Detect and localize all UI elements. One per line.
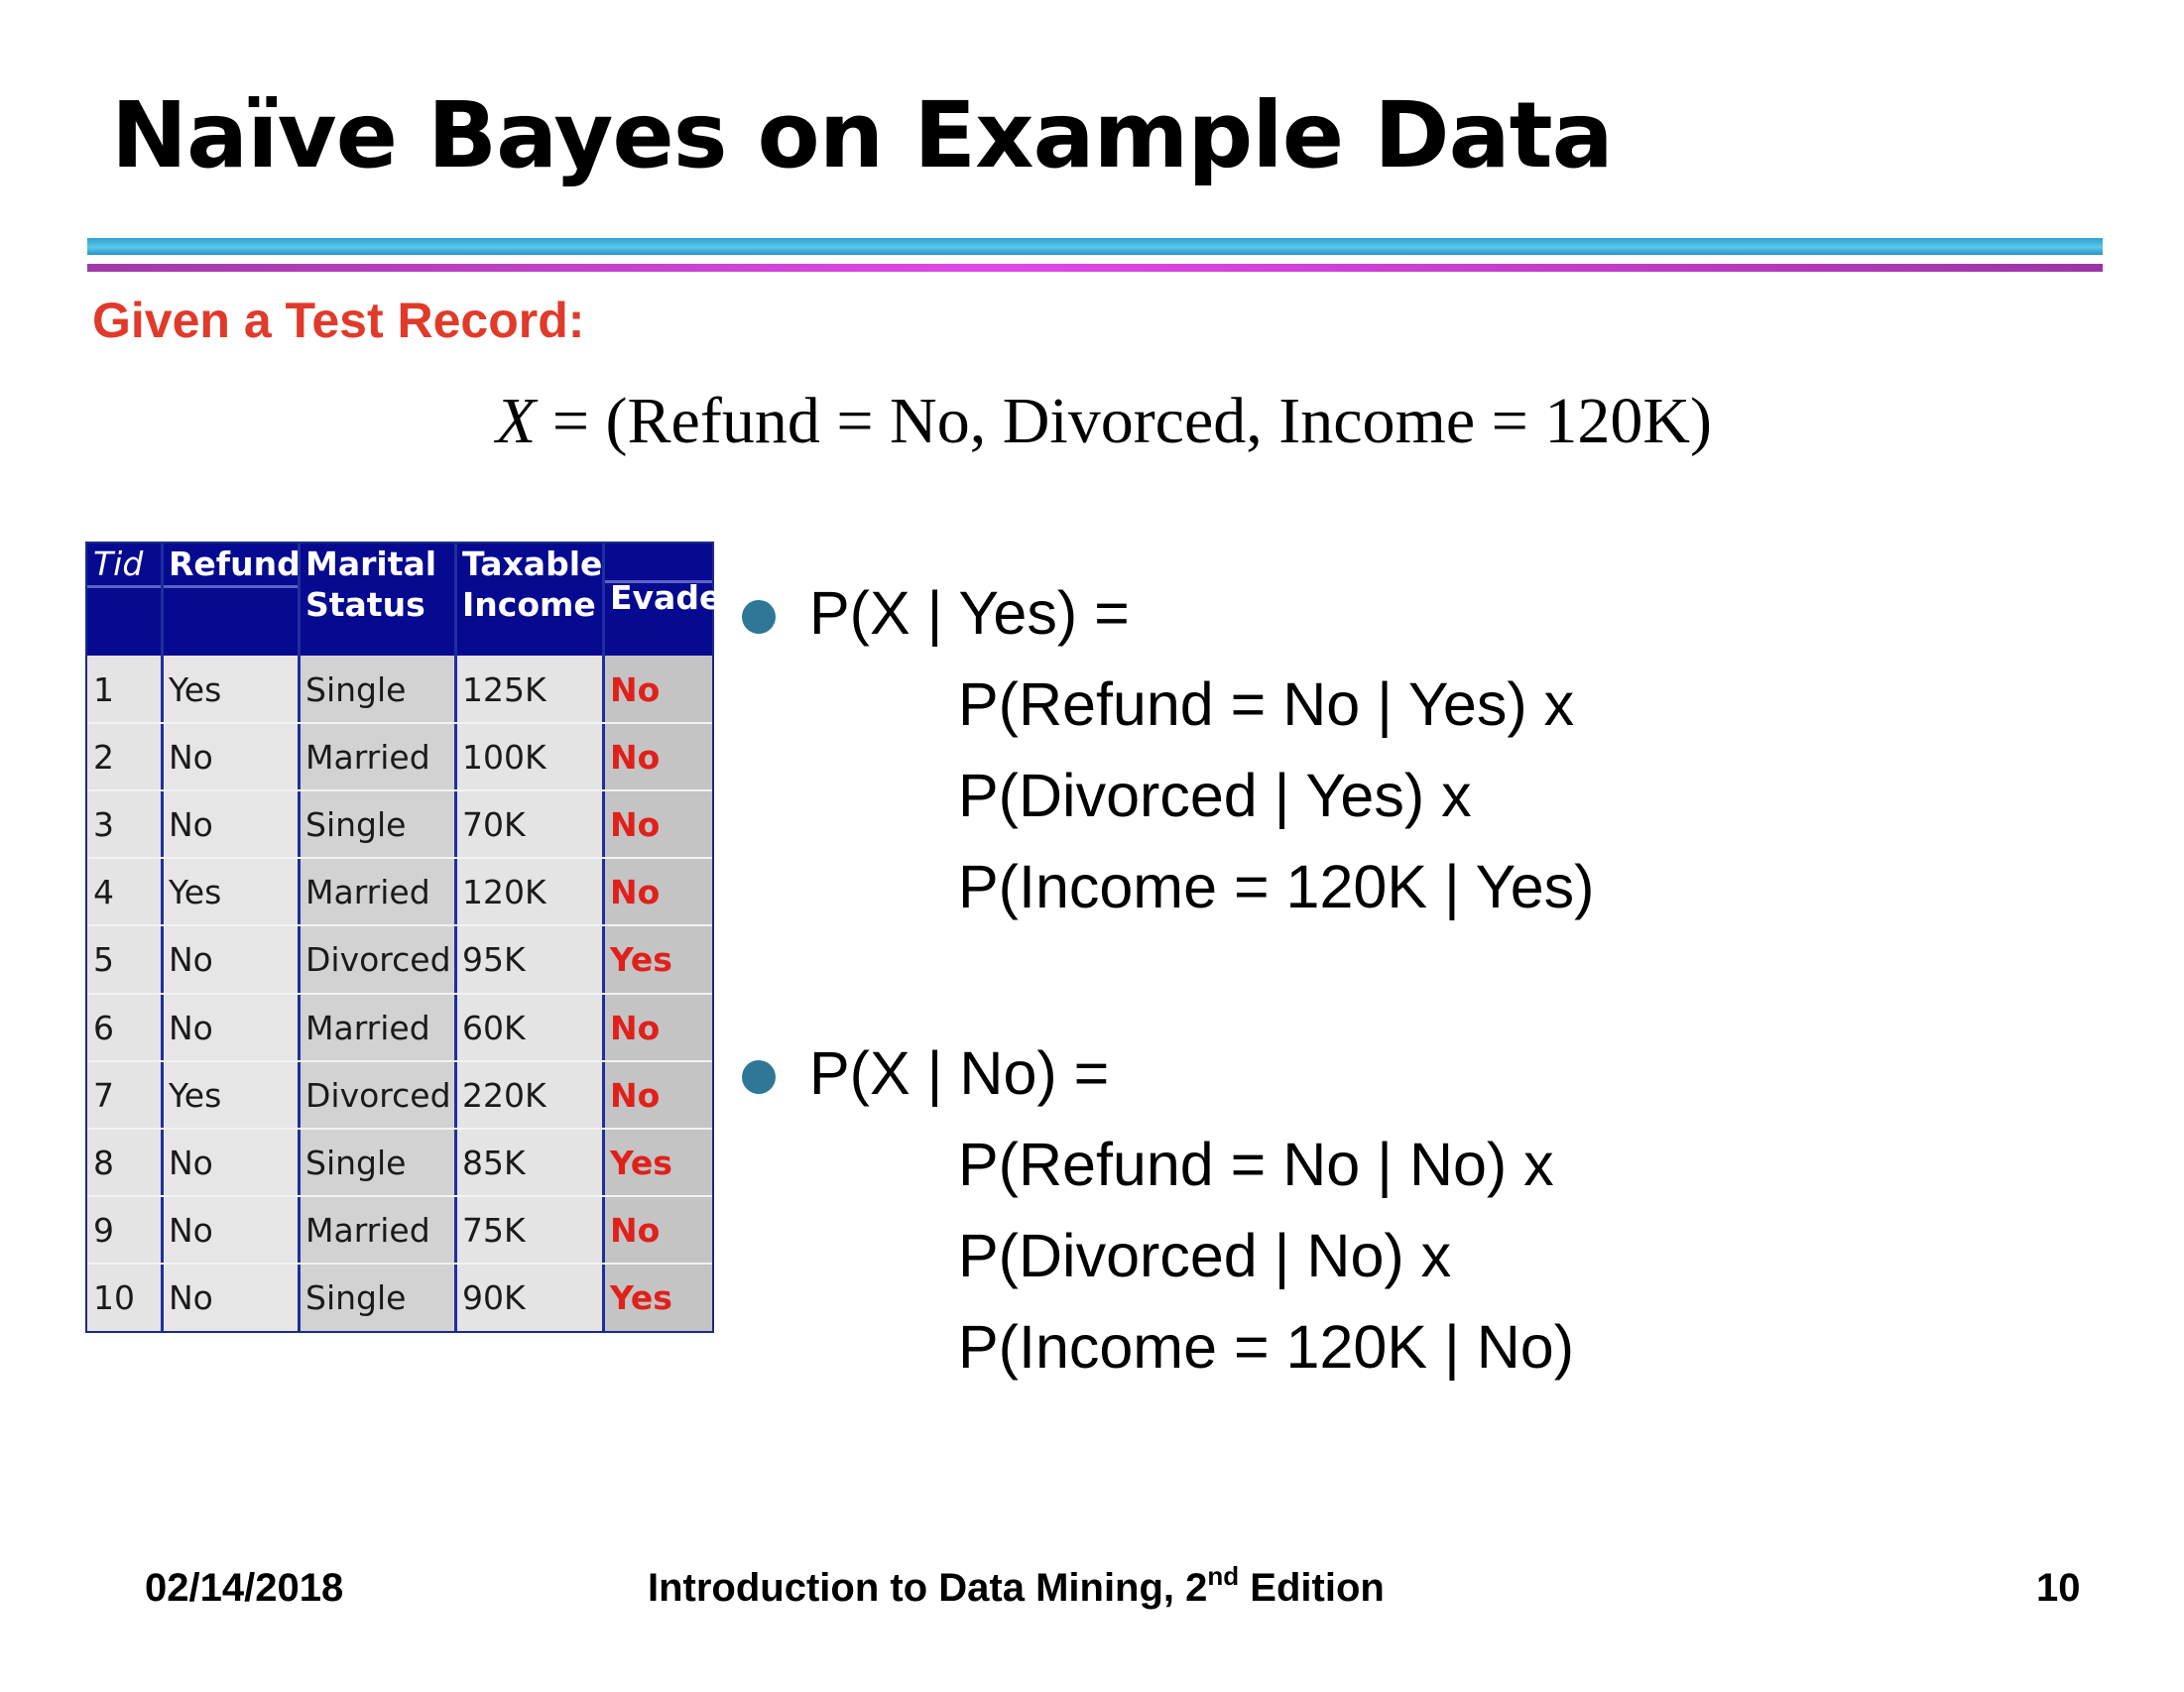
row-separator [87, 789, 712, 792]
cell-tid: 5 [93, 940, 114, 980]
cell-marital: Married [305, 1008, 430, 1047]
bullet-dot [742, 1060, 776, 1094]
cell-refund: No [169, 940, 213, 980]
cell-tid: 6 [93, 1008, 114, 1047]
footer-book-suffix: Edition [1239, 1566, 1385, 1610]
row-separator [87, 1127, 712, 1130]
cell-tid: 10 [93, 1277, 135, 1317]
cell-evade: Yes [610, 1143, 672, 1182]
column-divider [602, 544, 605, 1331]
cell-evade: No [610, 1210, 661, 1250]
row-separator [87, 924, 712, 927]
cell-income: 90K [462, 1277, 526, 1317]
cell-refund: No [169, 1143, 213, 1182]
table-header: Tid Refund Marital Status Taxable Income… [87, 544, 721, 656]
cell-refund: Yes [169, 1075, 222, 1115]
cell-refund: No [169, 1008, 213, 1047]
cell-evade: No [610, 1008, 661, 1047]
cell-income: 75K [462, 1210, 526, 1250]
row-separator [87, 1194, 712, 1197]
bullet-no-line: P(Divorced | No) x [958, 1222, 1452, 1289]
row-separator [87, 857, 712, 860]
header-tid: Tid [93, 544, 144, 583]
row-separator [87, 722, 712, 725]
header-taxable-line2: Income [462, 585, 596, 624]
cell-evade: Yes [610, 1277, 672, 1317]
cell-marital: Divorced [305, 940, 451, 980]
header-taxable-line1: Taxable [462, 544, 603, 583]
footer-book-sup: nd [1207, 1560, 1240, 1591]
row-separator [87, 992, 712, 995]
bullet-no-line: P(Refund = No | No) x [958, 1131, 1554, 1198]
header-evade: Evade [610, 578, 722, 617]
cell-marital: Single [305, 1143, 407, 1182]
cell-tid: 3 [93, 805, 114, 845]
cell-tid: 7 [93, 1075, 114, 1115]
footer-book-prefix: Introduction to Data Mining, 2 [648, 1566, 1208, 1610]
footer-page-number: 10 [2036, 1566, 2081, 1610]
column-divider [298, 544, 301, 1331]
header-divider [164, 585, 298, 588]
cell-evade: No [610, 873, 661, 912]
bullet-no-line: P(Income = 120K | No) [958, 1313, 1575, 1381]
cell-marital: Married [305, 738, 430, 778]
cell-tid: 8 [93, 1143, 114, 1182]
cell-refund: Yes [169, 873, 222, 912]
column-divider [161, 544, 164, 1331]
cell-marital: Single [305, 670, 407, 709]
cell-income: 100K [462, 738, 546, 778]
cell-evade: No [610, 670, 661, 709]
cell-tid: 2 [93, 738, 114, 778]
column-divider [454, 544, 457, 1331]
cell-refund: No [169, 738, 213, 778]
cell-refund: No [169, 1210, 213, 1250]
bullet-yes-heading: P(X | Yes) = [809, 579, 1130, 647]
bullet-yes-line: P(Refund = No | Yes) x [958, 670, 1575, 738]
cell-marital: Divorced [305, 1075, 451, 1115]
test-record-formula: X = (Refund = No, Divorced, Income = 120… [496, 377, 1712, 466]
cell-tid: 4 [93, 873, 114, 912]
cell-marital: Single [305, 805, 407, 845]
cell-income: 95K [462, 940, 526, 980]
bullet-yes-line: P(Income = 120K | Yes) [958, 853, 1595, 920]
cell-evade: No [610, 1075, 661, 1115]
cell-refund: No [169, 1277, 213, 1317]
footer-book-title: Introduction to Data Mining, 2nd Edition [648, 1560, 1385, 1616]
bullet-yes-line: P(Divorced | Yes) x [958, 762, 1472, 829]
cell-refund: No [169, 805, 213, 845]
bullet-dot [742, 600, 776, 634]
header-refund: Refund [169, 544, 301, 583]
cell-income: 70K [462, 805, 526, 845]
header-divider [605, 580, 712, 583]
training-data-table: Tid Refund Marital Status Taxable Income… [85, 542, 721, 1333]
header-marital-line1: Marital [305, 544, 437, 583]
title-divider-cyan [87, 238, 2103, 255]
footer-date: 02/14/2018 [145, 1566, 344, 1610]
header-marital-line2: Status [305, 585, 425, 624]
cell-income: 120K [462, 873, 546, 912]
subtitle: Given a Test Record: [92, 293, 585, 348]
cell-tid: 1 [93, 670, 114, 709]
cell-income: 85K [462, 1143, 526, 1182]
title-divider-magenta [87, 264, 2103, 272]
cell-evade: No [610, 738, 661, 778]
cell-evade: Yes [610, 940, 672, 980]
formula-body: = (Refund = No, Divorced, Income = 120K) [536, 385, 1713, 457]
cell-marital: Single [305, 1277, 407, 1317]
cell-income: 220K [462, 1075, 546, 1115]
header-divider [87, 585, 161, 588]
slide-title: Naïve Bayes on Example Data [111, 82, 1614, 188]
cell-marital: Married [305, 873, 430, 912]
cell-marital: Married [305, 1210, 430, 1250]
cell-income: 60K [462, 1008, 526, 1047]
formula-variable: X [496, 385, 537, 457]
row-separator [87, 1059, 712, 1062]
bullet-no-heading: P(X | No) = [809, 1039, 1110, 1107]
cell-tid: 9 [93, 1210, 114, 1250]
cell-income: 125K [462, 670, 546, 709]
cell-refund: Yes [169, 670, 222, 709]
row-separator [87, 1262, 712, 1265]
cell-evade: No [610, 805, 661, 845]
